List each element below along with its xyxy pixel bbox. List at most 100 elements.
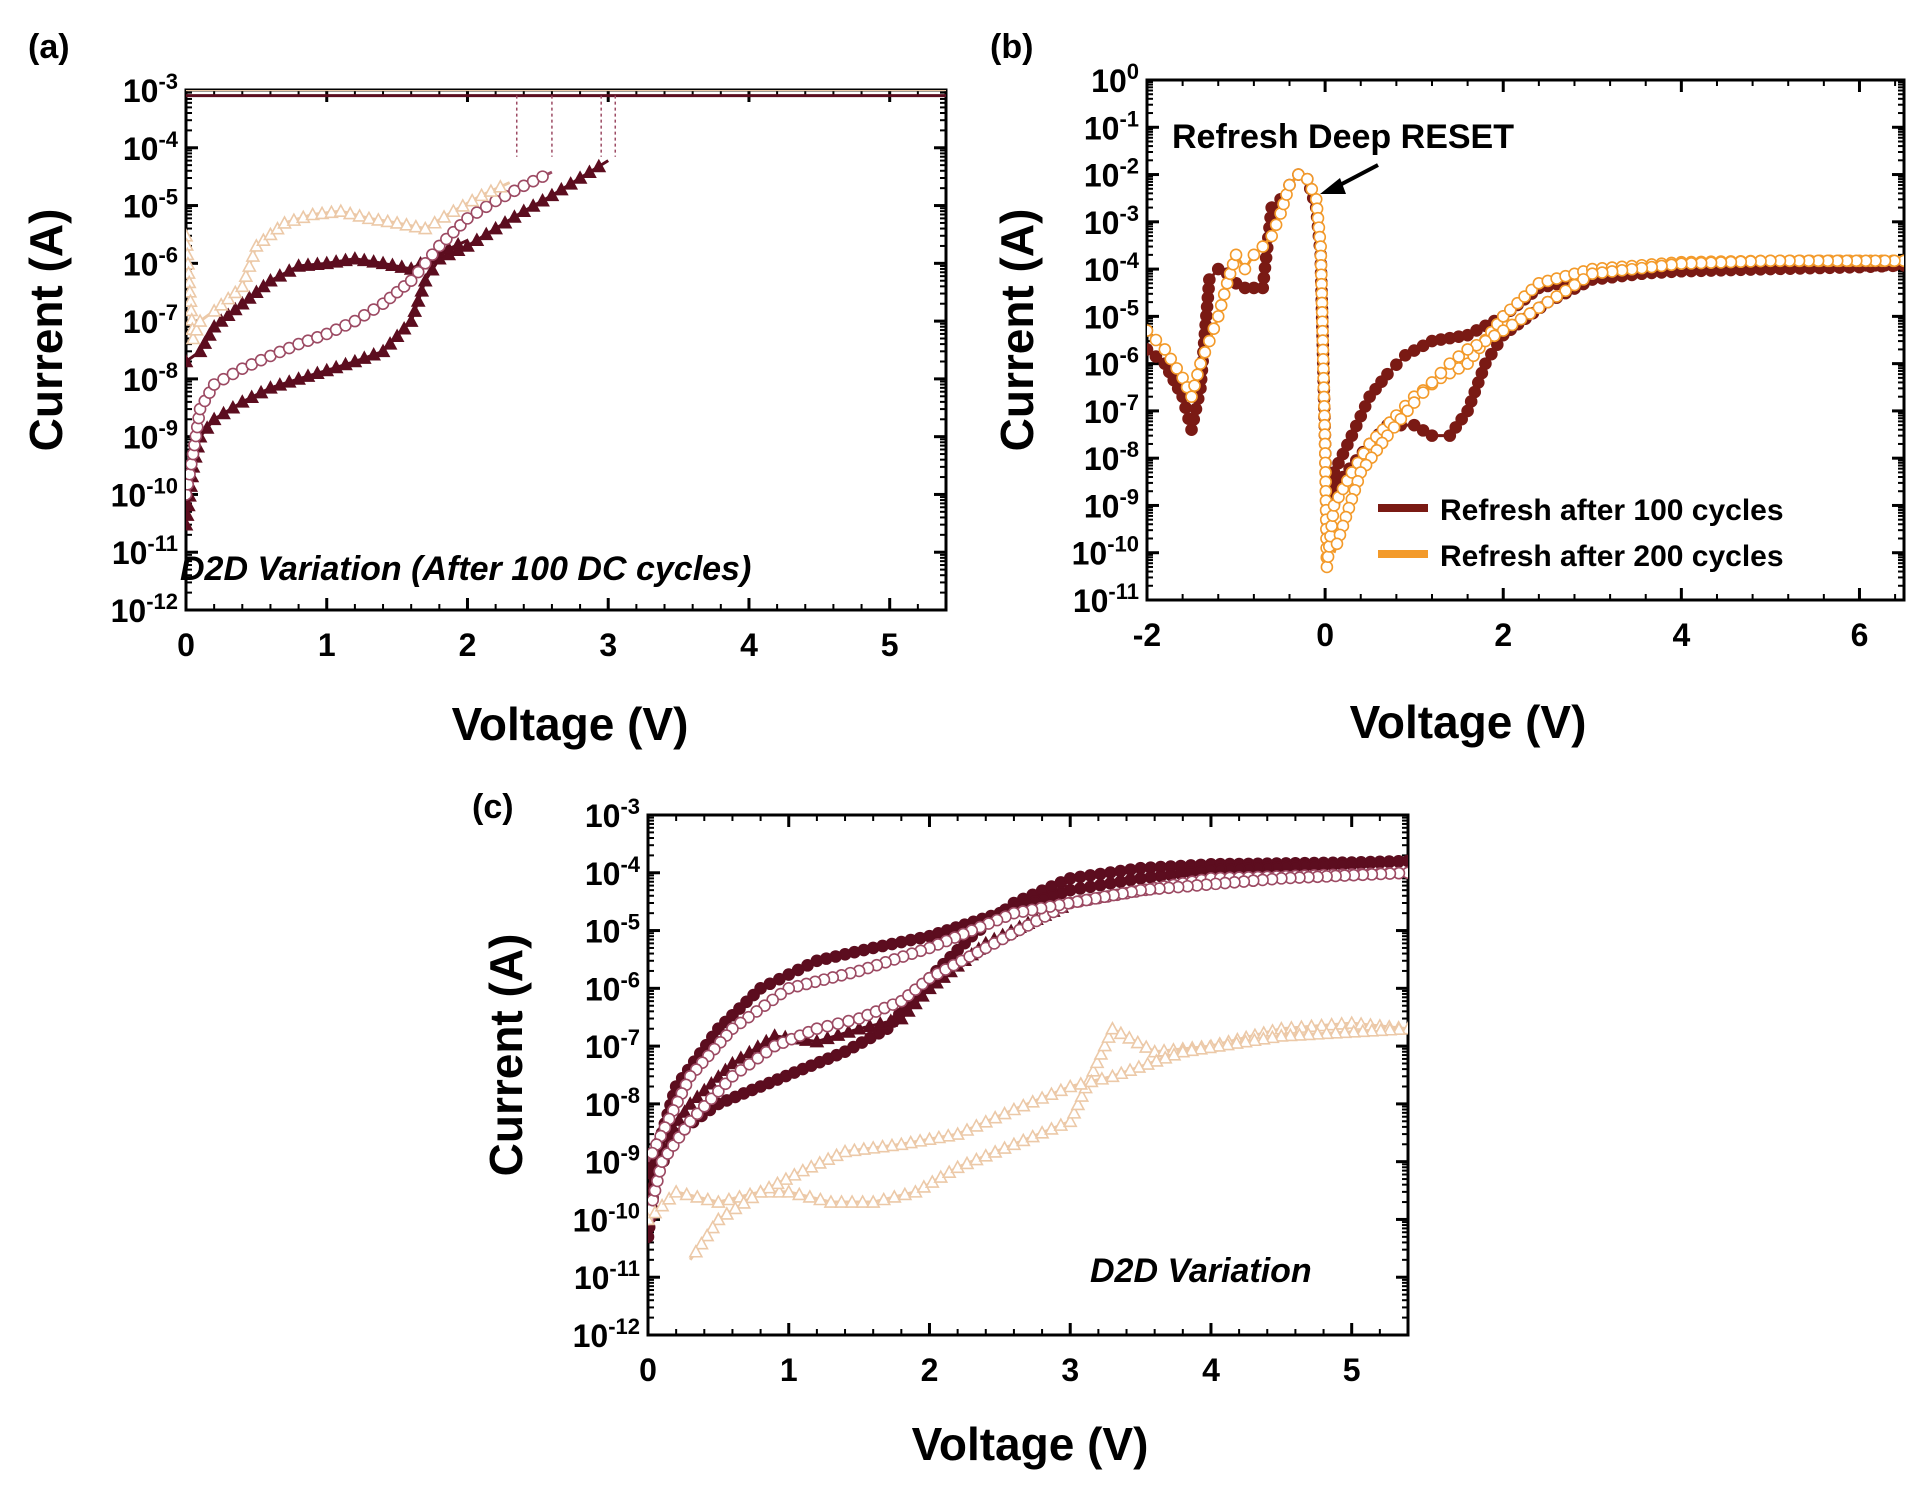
x-tick-label: -2 (1133, 617, 1161, 653)
x-tick-label: 0 (177, 627, 195, 663)
data-point (876, 1191, 892, 1206)
data-point (1326, 509, 1340, 523)
data-point (1283, 178, 1296, 192)
data-point (883, 1013, 899, 1027)
data-point (1416, 386, 1430, 399)
data-point (1269, 218, 1283, 232)
data-point (1130, 1034, 1146, 1049)
data-point (1425, 376, 1439, 389)
x-tick-label: 4 (740, 627, 758, 663)
data-point (1211, 1038, 1226, 1052)
data-point (1401, 404, 1414, 418)
data-point (893, 1010, 909, 1025)
data-point (1034, 1125, 1050, 1139)
data-point (1238, 262, 1252, 276)
data-point (1485, 347, 1498, 361)
data-point (300, 257, 316, 271)
data-point (483, 183, 499, 197)
data-point (1044, 1121, 1059, 1135)
data-point (931, 1129, 947, 1144)
data-point (324, 204, 339, 219)
data-point (711, 1194, 726, 1208)
data-point (1149, 333, 1163, 347)
data-point (1265, 201, 1278, 214)
y-tick-label: 10-3 (585, 794, 640, 834)
plot-b-area: 10-1110-1010-910-810-710-610-510-410-310… (1072, 59, 1906, 653)
data-point (1188, 379, 1201, 392)
data-point (1256, 1031, 1271, 1045)
data-point (1053, 1117, 1069, 1131)
data-point (820, 1030, 835, 1045)
data-point (1577, 273, 1590, 286)
data-point (380, 213, 396, 228)
data-point (682, 1096, 698, 1110)
data-point (425, 248, 439, 261)
data-point (834, 1194, 849, 1208)
data-point (1220, 1036, 1235, 1051)
data-point (234, 278, 250, 293)
data-point (884, 1137, 900, 1152)
data-point (1066, 1105, 1082, 1119)
data-point (1328, 1025, 1343, 1039)
data-point (694, 1236, 709, 1250)
panel-b-label: (b) (990, 28, 1033, 66)
data-point (1320, 560, 1334, 574)
data-point (648, 1230, 655, 1244)
data-point (238, 268, 254, 283)
x-tick-label: 4 (1672, 617, 1690, 653)
data-point (1015, 1097, 1031, 1112)
data-point (1063, 872, 1077, 885)
panel-b-annotation: Refresh Deep RESET (1172, 118, 1514, 156)
data-point (348, 314, 362, 328)
data-point (1025, 1094, 1041, 1108)
data-point (186, 516, 194, 531)
y-tick-label: 10-6 (1084, 343, 1139, 383)
data-point (1214, 299, 1228, 312)
data-point (1073, 1076, 1089, 1090)
data-point (901, 1003, 916, 1017)
data-point (441, 241, 457, 255)
data-point (842, 1014, 855, 1028)
data-point (689, 1089, 705, 1103)
annotation-arrow (1320, 163, 1379, 194)
data-point (474, 187, 489, 202)
legend-label-100-cycles: Refresh after 100 cycles (1440, 494, 1784, 527)
data-point (1505, 318, 1519, 332)
data-point (1355, 1023, 1371, 1038)
data-point (969, 1118, 984, 1132)
data-point (844, 1194, 860, 1208)
data-point (417, 273, 433, 287)
data-point (1034, 1090, 1050, 1104)
data-point (1101, 1029, 1116, 1043)
data-point (1134, 872, 1147, 885)
y-tick-label: 10-6 (585, 967, 640, 1007)
data-point (959, 1122, 975, 1136)
data-point (1094, 867, 1107, 881)
data-point (1211, 310, 1225, 323)
data-point (1104, 877, 1117, 890)
data-point (1105, 1068, 1120, 1083)
data-point (404, 274, 418, 288)
data-point (1407, 418, 1421, 432)
data-point (1124, 863, 1137, 876)
data-point (1147, 343, 1154, 356)
data-point (1461, 343, 1474, 356)
data-point (1202, 1039, 1218, 1054)
data-point (744, 1189, 760, 1204)
data-point (1292, 1027, 1307, 1041)
data-point (830, 1027, 846, 1041)
data-point (1170, 362, 1183, 375)
data-point (382, 336, 398, 350)
plot-c-area: 10-12 10-11 10-10 10-9 10-8 10-7 10-6 10-5 10-4 1… (573, 794, 1410, 1388)
data-point (1094, 878, 1107, 892)
y-tick-label: 10-2 (1084, 154, 1139, 194)
data-point (1373, 1022, 1389, 1037)
data-point (690, 1107, 704, 1121)
data-point (897, 1186, 913, 1201)
data-point (1097, 1037, 1113, 1052)
data-point (1559, 284, 1572, 298)
panel-a-annotation: D2D Variation (After 100 DC cycles) (180, 550, 751, 588)
panel-b-xlabel: Voltage (V) (1350, 696, 1587, 748)
data-point (186, 507, 195, 521)
data-point (189, 322, 204, 336)
